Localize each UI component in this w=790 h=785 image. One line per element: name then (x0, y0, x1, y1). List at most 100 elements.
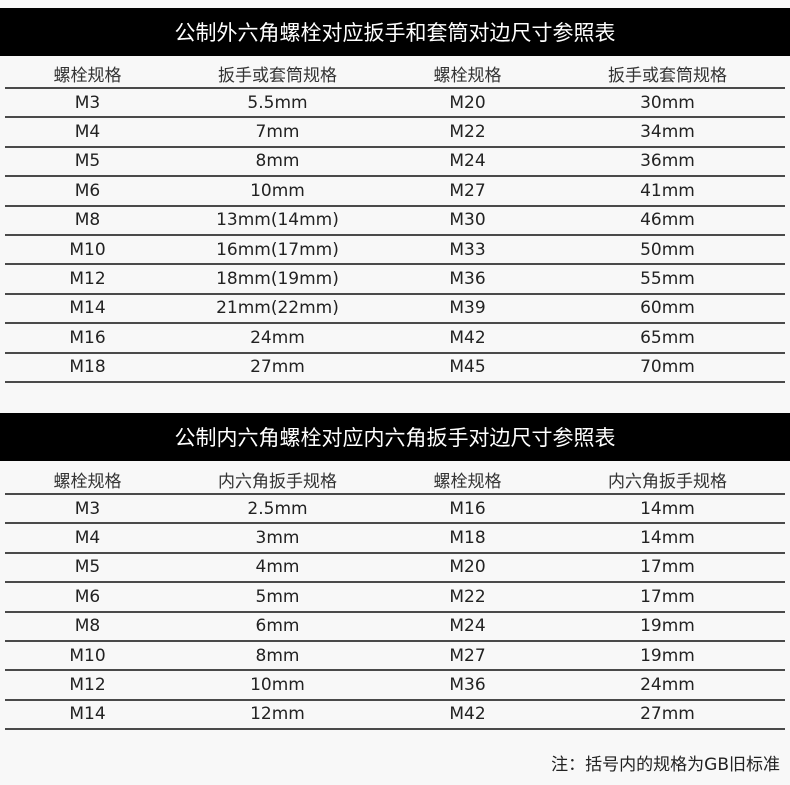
bolt-size-cell: M5 (5, 552, 170, 584)
wrench-size-cell: 55mm (550, 264, 785, 295)
bolt-size-cell: M36 (385, 670, 550, 701)
table-row: M14 21mm(22mm) M39 60mm (5, 293, 785, 325)
bolt-size-cell: M22 (385, 582, 550, 613)
table-row: M3 2.5mm M16 14mm (5, 494, 785, 525)
table-row: M14 12mm M42 27mm (5, 699, 785, 731)
hex-bolt-wrench-table: 螺栓规格 扳手或套筒规格 螺栓规格 扳手或套筒规格 M3 5.5mm M20 30mm M4 7… (5, 60, 785, 383)
bolt-size-cell: M45 (385, 352, 550, 383)
bolt-size-cell: M5 (5, 146, 170, 178)
column-header: 螺栓规格 (5, 60, 170, 89)
wrench-size-cell: 36mm (550, 146, 785, 178)
wrench-size-cell: 5.5mm (170, 88, 385, 119)
header-row: 螺栓规格 内六角扳手规格 螺栓规格 内六角扳手规格 (5, 466, 785, 495)
wrench-size-cell: 19mm (550, 640, 785, 672)
bolt-size-cell: M3 (5, 494, 170, 525)
bolt-size-cell: M33 (385, 234, 550, 266)
table1-title: 公制外六角螺栓对应扳手和套筒对边尺寸参照表 (0, 8, 790, 56)
table-row: M4 3mm M18 14mm (5, 523, 785, 554)
table-row: M3 5.5mm M20 30mm (5, 88, 785, 119)
bolt-size-cell: M39 (385, 293, 550, 325)
wrench-size-cell: 10mm (170, 670, 385, 701)
column-header: 扳手或套筒规格 (170, 60, 385, 89)
wrench-size-cell: 27mm (170, 352, 385, 383)
bolt-size-cell: M24 (385, 611, 550, 642)
wrench-size-cell: 12mm (170, 699, 385, 731)
bolt-size-cell: M6 (5, 582, 170, 613)
table-row: M4 7mm M22 34mm (5, 117, 785, 148)
bolt-size-cell: M3 (5, 88, 170, 119)
wrench-size-cell: 19mm (550, 611, 785, 642)
wrench-size-cell: 16mm(17mm) (170, 234, 385, 266)
bolt-size-cell: M8 (5, 611, 170, 642)
column-header: 内六角扳手规格 (550, 466, 785, 495)
table-row: M18 27mm M45 70mm (5, 352, 785, 383)
bolt-size-cell: M24 (385, 146, 550, 178)
table-row: M5 8mm M24 36mm (5, 146, 785, 178)
bolt-size-cell: M10 (5, 640, 170, 672)
wrench-size-cell: 65mm (550, 323, 785, 354)
column-header: 螺栓规格 (5, 466, 170, 495)
wrench-size-cell: 17mm (550, 582, 785, 613)
bolt-size-cell: M14 (5, 293, 170, 325)
table-row: M10 16mm(17mm) M33 50mm (5, 234, 785, 266)
wrench-size-cell: 24mm (170, 323, 385, 354)
wrench-size-cell: 5mm (170, 582, 385, 613)
bolt-size-cell: M14 (5, 699, 170, 731)
wrench-size-cell: 6mm (170, 611, 385, 642)
bolt-size-cell: M27 (385, 640, 550, 672)
table-row: M10 8mm M27 19mm (5, 640, 785, 672)
column-header: 螺栓规格 (385, 466, 550, 495)
bolt-size-cell: M27 (385, 176, 550, 207)
bolt-size-cell: M42 (385, 323, 550, 354)
header-row: 螺栓规格 扳手或套筒规格 螺栓规格 扳手或套筒规格 (5, 60, 785, 89)
bolt-size-cell: M10 (5, 234, 170, 266)
footnote: 注：括号内的规格为GB旧标准 (551, 755, 780, 775)
wrench-size-cell: 24mm (550, 670, 785, 701)
table-row: M8 6mm M24 19mm (5, 611, 785, 642)
wrench-size-cell: 46mm (550, 205, 785, 236)
wrench-size-cell: 8mm (170, 640, 385, 672)
bolt-size-cell: M36 (385, 264, 550, 295)
bolt-size-cell: M8 (5, 205, 170, 236)
wrench-size-cell: 14mm (550, 523, 785, 554)
wrench-size-cell: 3mm (170, 523, 385, 554)
table2-title: 公制内六角螺栓对应内六角扳手对边尺寸参照表 (0, 413, 790, 461)
bolt-size-cell: M18 (385, 523, 550, 554)
wrench-size-cell: 34mm (550, 117, 785, 148)
bolt-size-cell: M16 (5, 323, 170, 354)
bolt-size-cell: M12 (5, 264, 170, 295)
table-row: M12 10mm M36 24mm (5, 670, 785, 701)
wrench-size-cell: 13mm(14mm) (170, 205, 385, 236)
table-row: M8 13mm(14mm) M30 46mm (5, 205, 785, 236)
bolt-size-cell: M6 (5, 176, 170, 207)
bolt-size-cell: M18 (5, 352, 170, 383)
table-row: M16 24mm M42 65mm (5, 323, 785, 354)
bolt-size-cell: M30 (385, 205, 550, 236)
bolt-size-cell: M42 (385, 699, 550, 731)
column-header: 扳手或套筒规格 (550, 60, 785, 89)
wrench-size-cell: 17mm (550, 552, 785, 584)
socket-head-bolt-wrench-table: 螺栓规格 内六角扳手规格 螺栓规格 内六角扳手规格 M3 2.5mm M16 14mm M4 3… (5, 466, 785, 731)
wrench-size-cell: 41mm (550, 176, 785, 207)
column-header: 螺栓规格 (385, 60, 550, 89)
wrench-size-cell: 2.5mm (170, 494, 385, 525)
wrench-size-cell: 70mm (550, 352, 785, 383)
bolt-size-cell: M12 (5, 670, 170, 701)
table-row: M6 10mm M27 41mm (5, 176, 785, 207)
wrench-size-cell: 21mm(22mm) (170, 293, 385, 325)
wrench-size-cell: 27mm (550, 699, 785, 731)
bolt-size-cell: M4 (5, 117, 170, 148)
wrench-size-cell: 60mm (550, 293, 785, 325)
wrench-size-cell: 14mm (550, 494, 785, 525)
table-row: M12 18mm(19mm) M36 55mm (5, 264, 785, 295)
wrench-size-cell: 4mm (170, 552, 385, 584)
bolt-size-cell: M4 (5, 523, 170, 554)
wrench-size-cell: 10mm (170, 176, 385, 207)
wrench-size-cell: 30mm (550, 88, 785, 119)
bolt-size-cell: M16 (385, 494, 550, 525)
bolt-size-cell: M22 (385, 117, 550, 148)
bolt-size-cell: M20 (385, 552, 550, 584)
wrench-size-cell: 8mm (170, 146, 385, 178)
bolt-size-cell: M20 (385, 88, 550, 119)
table-row: M5 4mm M20 17mm (5, 552, 785, 584)
